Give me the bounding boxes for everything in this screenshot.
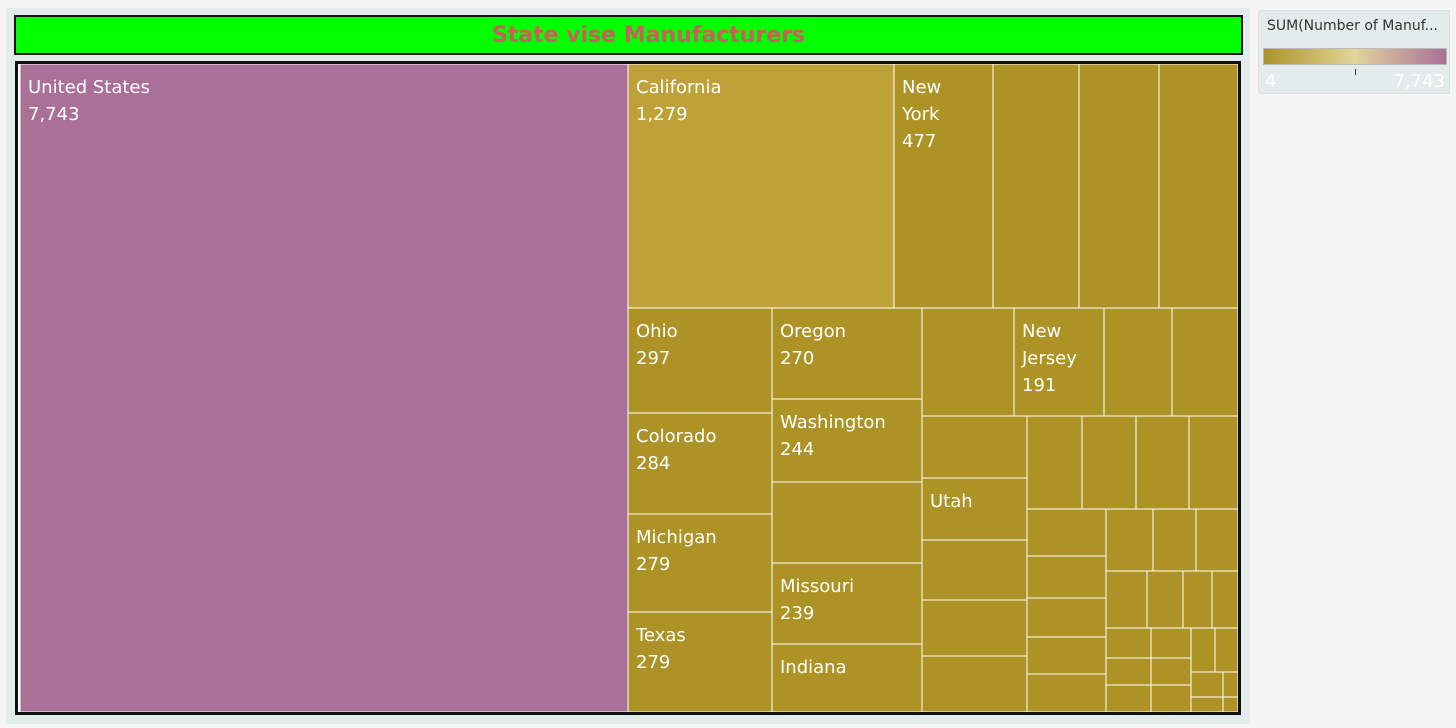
treemap-label-new-jersey: Jersey — [1021, 348, 1077, 369]
treemap-cell[interactable] — [1150, 627, 1192, 659]
treemap-value-new-york: 477 — [902, 131, 936, 152]
treemap-cell[interactable] — [1026, 508, 1107, 557]
treemap-cell-colorado[interactable] — [627, 412, 773, 515]
treemap-label-michigan: Michigan — [636, 527, 717, 548]
legend-gradient-bar[interactable] — [1263, 48, 1447, 65]
treemap-cell[interactable] — [1158, 64, 1238, 309]
chart-title-bar: State vise Manufacturers — [14, 15, 1243, 55]
treemap-label-new-jersey: New — [1022, 321, 1061, 342]
treemap-label-united-states: United States — [28, 77, 150, 98]
treemap-cell[interactable] — [921, 599, 1028, 657]
treemap-cell[interactable] — [1190, 627, 1216, 673]
treemap-label-texas: Texas — [635, 625, 686, 646]
treemap-cell[interactable] — [1150, 657, 1192, 686]
treemap-cell-texas[interactable] — [627, 611, 773, 712]
treemap-cell[interactable] — [1026, 673, 1107, 712]
treemap-label-oregon: Oregon — [780, 321, 846, 342]
treemap-cell[interactable] — [1171, 307, 1238, 417]
treemap-cell[interactable] — [1026, 636, 1107, 675]
treemap-cell-new-york[interactable] — [893, 64, 994, 309]
treemap-label-new-york: York — [901, 104, 940, 125]
treemap-value-new-jersey: 191 — [1022, 375, 1056, 396]
treemap-label-california: California — [636, 77, 721, 98]
treemap-value-united-states: 7,743 — [28, 104, 80, 125]
treemap-svg: United States 7,743 California 1,279 New York… — [20, 64, 1238, 712]
treemap-label-utah: Utah — [930, 491, 973, 512]
treemap-cell[interactable] — [1105, 570, 1148, 629]
color-legend: SUM(Number of Manuf... 4 7,743 — [1258, 10, 1450, 94]
treemap-cell[interactable] — [1146, 570, 1184, 629]
treemap-label-new-york: New — [902, 77, 941, 98]
treemap-value-missouri: 239 — [780, 603, 814, 624]
chart-title: State vise Manufacturers — [491, 22, 806, 48]
treemap-cell[interactable] — [1195, 508, 1238, 572]
treemap-cell[interactable] — [1222, 696, 1238, 712]
treemap-cell-michigan[interactable] — [627, 513, 773, 613]
treemap-cell[interactable] — [1105, 627, 1152, 659]
treemap-cell[interactable] — [921, 539, 1028, 601]
treemap-cell[interactable] — [1081, 415, 1137, 510]
treemap-cell[interactable] — [921, 415, 1028, 479]
treemap-cell[interactable] — [1103, 307, 1173, 417]
treemap-cell[interactable] — [1105, 684, 1152, 712]
treemap-cell-washington[interactable] — [771, 398, 923, 483]
treemap-cell[interactable] — [1026, 415, 1083, 510]
treemap-cell[interactable] — [1190, 671, 1224, 698]
treemap-cell[interactable] — [1105, 508, 1154, 572]
treemap-cell[interactable] — [1150, 684, 1192, 712]
legend-title: SUM(Number of Manuf... — [1267, 18, 1438, 34]
treemap-value-texas: 279 — [636, 652, 670, 673]
treemap-label-ohio: Ohio — [636, 321, 678, 342]
treemap-cell-new-jersey[interactable] — [1013, 307, 1105, 417]
treemap-cell[interactable] — [1026, 597, 1107, 638]
treemap-value-oregon: 270 — [780, 348, 814, 369]
treemap-cell-oregon[interactable] — [771, 307, 923, 400]
treemap-value-colorado: 284 — [636, 453, 670, 474]
treemap-cell[interactable] — [921, 655, 1028, 712]
treemap-cell[interactable] — [921, 307, 1015, 417]
treemap-cell[interactable] — [771, 481, 923, 564]
treemap-cell-ohio[interactable] — [627, 307, 773, 414]
treemap-value-ohio: 297 — [636, 348, 670, 369]
treemap-cell-indiana[interactable] — [771, 643, 923, 712]
treemap-cell[interactable] — [1182, 570, 1213, 629]
treemap-cell[interactable] — [1152, 508, 1197, 572]
treemap-cell[interactable] — [1105, 657, 1152, 686]
treemap-value-washington: 244 — [780, 439, 814, 460]
legend-min-label: 4 — [1265, 71, 1277, 92]
treemap-cell[interactable] — [992, 64, 1080, 309]
treemap-value-california: 1,279 — [636, 104, 688, 125]
treemap-cell-united-states[interactable] — [20, 64, 629, 712]
treemap-label-missouri: Missouri — [780, 576, 854, 597]
treemap-cell[interactable] — [1214, 627, 1238, 673]
treemap-cell[interactable] — [1222, 671, 1238, 698]
treemap-cell-california[interactable] — [627, 64, 895, 309]
treemap-cell[interactable] — [1078, 64, 1160, 309]
treemap-cell[interactable] — [1190, 696, 1224, 712]
legend-tick-mark — [1355, 69, 1356, 75]
treemap-cell[interactable] — [1188, 415, 1238, 510]
treemap-cell[interactable] — [1026, 555, 1107, 599]
treemap: United States 7,743 California 1,279 New York… — [20, 64, 1238, 712]
treemap-label-indiana: Indiana — [780, 657, 847, 678]
treemap-value-michigan: 279 — [636, 554, 670, 575]
treemap-label-washington: Washington — [780, 412, 886, 433]
treemap-label-colorado: Colorado — [636, 426, 716, 447]
treemap-cell[interactable] — [1135, 415, 1190, 510]
treemap-cell[interactable] — [1211, 570, 1238, 629]
legend-max-label: 7,743 — [1393, 71, 1445, 92]
